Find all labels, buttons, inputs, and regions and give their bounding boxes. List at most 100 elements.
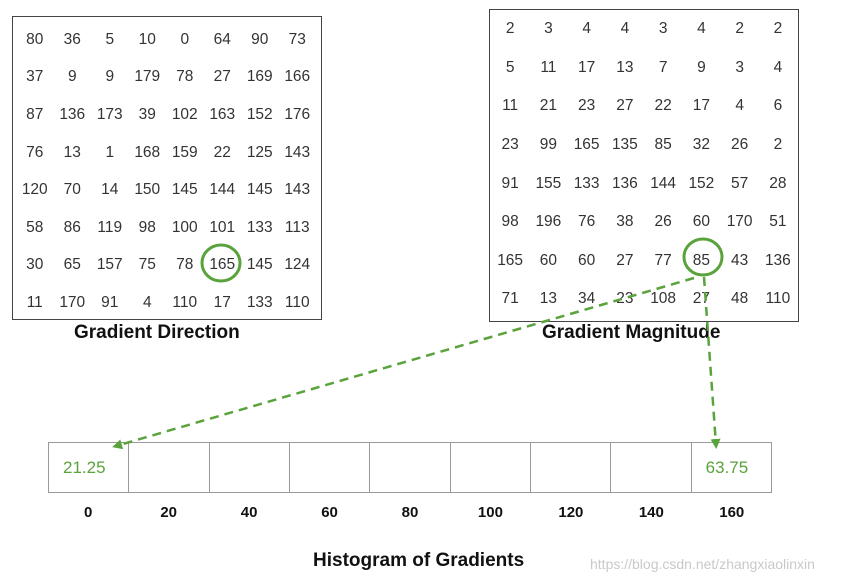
arrow-to-bin-160	[702, 276, 721, 449]
grid-cell: 196	[535, 213, 562, 231]
grid-cell: 36	[63, 30, 81, 48]
grid-row: 87 136 173 39 102 163 152 176	[16, 96, 316, 134]
grid-cell: 4	[735, 97, 744, 115]
grid-cell: 136	[764, 251, 791, 269]
grid-cell: 13	[539, 290, 557, 308]
histogram-bin-label: 100	[477, 504, 503, 521]
grid-cell: 7	[658, 58, 668, 76]
grid-row: 98 196 76 38 26 60 170 51	[491, 203, 797, 242]
grid-cell: 99	[539, 136, 557, 154]
grid-cell: 144	[650, 174, 677, 192]
grid-cell: 51	[769, 213, 787, 231]
grid-cell: 43	[731, 251, 749, 269]
grid-row: 76 13 1 168 159 22 125 143	[16, 134, 316, 172]
grid-cell: 39	[138, 105, 156, 123]
grid-cell: 13	[63, 143, 81, 161]
grid-row: 11 170 91 4 110 17 133 110	[16, 284, 316, 322]
grid-cell: 3	[735, 58, 744, 76]
grid-cell: 21	[539, 97, 557, 115]
grid-cell: 71	[501, 290, 519, 308]
grid-cell: 9	[67, 68, 77, 86]
grid-cell: 1	[105, 143, 115, 161]
histogram-bar: 21.25 63.75	[48, 442, 772, 493]
grid-cell: 145	[246, 181, 273, 199]
grid-cell: 2	[735, 20, 744, 38]
grid-cell: 4	[697, 20, 706, 38]
grid-cell: 9	[697, 58, 706, 76]
grid-cell: 173	[96, 105, 123, 123]
grid-cell: 110	[172, 293, 198, 311]
grid-cell: 26	[731, 136, 749, 154]
histogram-bin-cell	[531, 443, 612, 492]
grid-cell: 165	[573, 136, 600, 154]
direction-highlight-circle	[200, 243, 242, 283]
grid-cell: 152	[246, 105, 273, 123]
grid-cell: 78	[176, 256, 194, 274]
grid-row: 11 21 23 27 22 17 4 6	[491, 87, 797, 126]
grid-cell: 22	[654, 97, 672, 115]
grid-row: 2 3 4 4 3 4 2 2	[491, 10, 797, 49]
grid-cell: 168	[134, 143, 161, 161]
grid-row: 165 60 60 27 77 85 43 136	[491, 242, 797, 281]
grid-cell: 3	[658, 20, 668, 38]
histogram-bin-label: 140	[638, 504, 664, 521]
grid-cell: 91	[101, 293, 119, 311]
histogram-bin-label: 120	[558, 504, 584, 521]
grid-cell: 2	[773, 136, 783, 154]
grid-cell: 144	[209, 181, 236, 199]
grid-cell: 13	[616, 58, 634, 76]
grid-cell: 113	[284, 218, 310, 236]
grid-cell: 23	[616, 290, 634, 308]
grid-cell: 32	[692, 136, 710, 154]
grid-cell: 159	[171, 143, 198, 161]
grid-cell: 14	[101, 181, 119, 199]
grid-cell: 6	[773, 97, 783, 115]
histogram-bin-cell	[129, 443, 210, 492]
grid-cell: 77	[654, 251, 672, 269]
grid-cell: 136	[59, 105, 86, 123]
grid-cell: 73	[288, 30, 306, 48]
grid-cell: 98	[501, 213, 519, 231]
grid-cell: 23	[501, 136, 519, 154]
grid-cell: 64	[213, 30, 231, 48]
grid-row: 5 11 17 13 7 9 3 4	[491, 49, 797, 88]
grid-cell: 152	[688, 174, 715, 192]
grid-cell: 0	[180, 30, 190, 48]
gradient-magnitude-grid: 2 3 4 4 3 4 2 2 5 11 17 13 7 9 3 4 11 21 23 27 22 17 4 6 23 99 165…	[489, 9, 799, 322]
grid-cell: 120	[21, 181, 48, 199]
grid-cell: 3	[544, 20, 553, 38]
grid-cell: 65	[63, 256, 81, 274]
grid-cell: 28	[769, 174, 787, 192]
grid-cell: 98	[138, 218, 156, 236]
histogram-bin-cell	[210, 443, 290, 492]
grid-cell: 119	[97, 218, 123, 236]
grid-cell: 27	[616, 251, 634, 269]
grid-cell: 87	[26, 105, 44, 123]
grid-cell: 5	[505, 58, 515, 76]
grid-cell: 27	[616, 97, 634, 115]
arrow-to-bin-0	[112, 276, 695, 450]
grid-cell: 37	[26, 68, 44, 86]
histogram-bin-cell: 21.25	[49, 443, 130, 492]
grid-row: 37 9 9 179 78 27 169 166	[16, 59, 316, 97]
grid-cell: 5	[105, 30, 115, 48]
grid-cell: 70	[63, 181, 81, 199]
grid-cell: 108	[650, 290, 677, 308]
grid-cell: 2	[505, 20, 515, 38]
histogram-bin-cell	[611, 443, 692, 492]
histogram-caption: Histogram of Gradients	[313, 550, 525, 571]
grid-cell: 48	[731, 290, 749, 308]
grid-cell: 145	[246, 256, 273, 274]
grid-cell: 11	[502, 97, 519, 115]
grid-cell: 60	[578, 251, 596, 269]
grid-cell: 102	[171, 105, 198, 123]
gradient-magnitude-table: 2 3 4 4 3 4 2 2 5 11 17 13 7 9 3 4 11 21 23 27 22 17 4 6 23 99 165…	[491, 10, 797, 319]
grid-cell: 165	[497, 251, 524, 269]
grid-cell: 80	[26, 30, 44, 48]
grid-cell: 170	[59, 293, 86, 311]
grid-cell: 4	[582, 20, 591, 38]
grid-cell: 143	[284, 143, 311, 161]
grid-cell: 38	[616, 213, 634, 231]
grid-cell: 22	[213, 143, 231, 161]
histogram-bin-value: 63.75	[705, 458, 749, 477]
